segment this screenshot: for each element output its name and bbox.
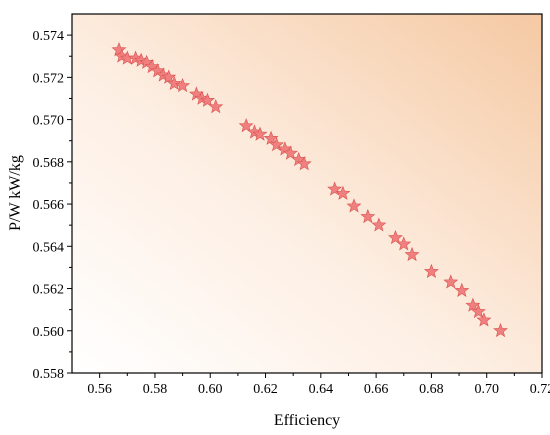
- y-tick-label: 0.574: [33, 29, 65, 44]
- data-point-star: [296, 156, 312, 171]
- data-point-star: [388, 230, 403, 245]
- data-point-star: [371, 217, 387, 232]
- y-tick-label: 0.560: [33, 325, 65, 340]
- x-tick-label: 0.72: [530, 382, 550, 397]
- data-point-star: [269, 137, 285, 152]
- data-point-star: [166, 75, 182, 91]
- x-tick-label: 0.64: [309, 382, 334, 397]
- data-point-star: [404, 246, 420, 262]
- y-tick-label: 0.572: [33, 71, 65, 86]
- y-axis-title: P/W kW/kg: [7, 155, 24, 231]
- data-point-star: [208, 99, 224, 114]
- data-point-star: [360, 208, 376, 224]
- data-point-star: [200, 92, 215, 107]
- x-tick-label: 0.66: [364, 382, 389, 397]
- x-tick-label: 0.62: [253, 382, 278, 397]
- x-tick-label: 0.68: [419, 382, 444, 397]
- data-point-star: [470, 303, 486, 319]
- y-tick-label: 0.558: [33, 367, 65, 382]
- data-point-star: [175, 77, 191, 93]
- data-point-star: [252, 126, 268, 141]
- data-point-star: [396, 236, 412, 251]
- y-tick-label: 0.562: [33, 283, 65, 298]
- data-point-star: [282, 145, 298, 160]
- data-point-star: [443, 274, 459, 289]
- data-point-star: [111, 42, 127, 57]
- data-point-star: [263, 130, 279, 145]
- data-point-star: [476, 312, 492, 327]
- data-point-star: [335, 185, 351, 200]
- plot-frame: [71, 13, 543, 374]
- data-point-star: [346, 198, 362, 213]
- x-axis-title: Efficiency: [274, 412, 340, 429]
- y-tick-label: 0.564: [33, 240, 65, 255]
- data-point-star: [423, 263, 439, 278]
- data-point-star: [465, 297, 481, 312]
- data-point-star: [454, 282, 470, 297]
- y-tick-label: 0.570: [33, 114, 65, 129]
- data-point-star: [161, 69, 177, 84]
- y-tick-label: 0.566: [33, 198, 65, 213]
- data-point-star: [327, 181, 343, 196]
- x-tick-label: 0.56: [87, 382, 112, 397]
- x-tick-label: 0.60: [198, 382, 223, 397]
- y-tick-label: 0.568: [33, 156, 65, 171]
- data-point-star: [238, 118, 254, 133]
- x-tick-label: 0.58: [143, 382, 168, 397]
- x-tick-label: 0.70: [474, 382, 499, 397]
- plot-background: [72, 14, 542, 373]
- data-point-star: [493, 322, 508, 338]
